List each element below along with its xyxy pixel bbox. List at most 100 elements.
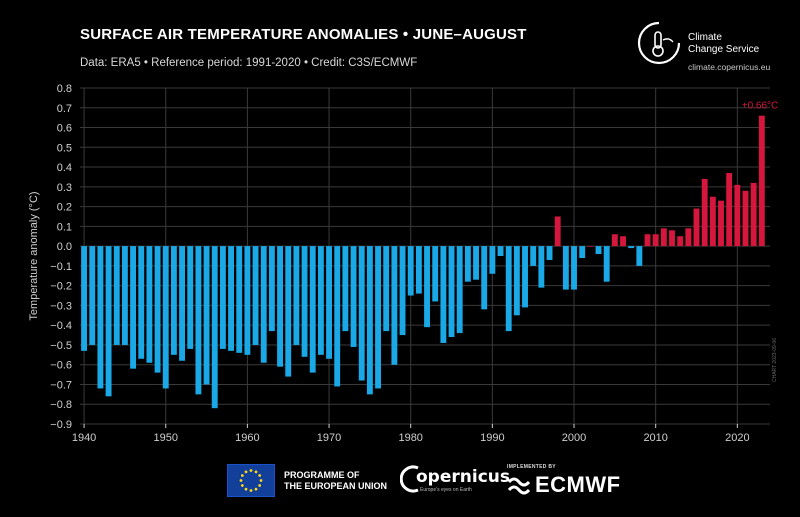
y-tick-label: −0.3 bbox=[50, 300, 72, 312]
bar-1988 bbox=[473, 246, 479, 280]
copernicus-wordmark: opernicus bbox=[416, 467, 510, 487]
y-tick-label: 0.8 bbox=[57, 83, 72, 95]
bar-1968 bbox=[309, 246, 316, 373]
bar-1967 bbox=[301, 246, 308, 357]
bar-1971 bbox=[334, 246, 341, 387]
bar-1972 bbox=[342, 246, 349, 332]
eu-star bbox=[259, 479, 263, 482]
x-tick-label: 1980 bbox=[398, 432, 422, 444]
y-tick-label: −0.1 bbox=[50, 261, 72, 273]
chart-bars bbox=[81, 115, 765, 409]
bar-1952 bbox=[179, 246, 186, 361]
y-tick-label: 0.6 bbox=[57, 123, 72, 135]
bar-1995 bbox=[530, 246, 537, 266]
bar-2017 bbox=[709, 196, 716, 247]
bar-2015 bbox=[693, 208, 700, 247]
bar-2023 bbox=[758, 115, 765, 247]
bar-1969 bbox=[317, 246, 324, 355]
bar-1992 bbox=[505, 246, 512, 332]
copernicus-c-icon bbox=[400, 465, 419, 493]
x-tick-label: 1960 bbox=[235, 432, 259, 444]
y-tick-label: 0.2 bbox=[57, 202, 72, 214]
y-tick-label: 0.1 bbox=[57, 221, 72, 233]
c3s-name-line1: Climate bbox=[688, 32, 722, 43]
bar-1980 bbox=[407, 246, 414, 296]
bar-1957 bbox=[219, 246, 226, 349]
y-tick-label: 0.0 bbox=[57, 241, 72, 253]
bar-1978 bbox=[391, 246, 398, 365]
bar-1986 bbox=[456, 246, 463, 334]
bar-1955 bbox=[203, 246, 210, 385]
x-tick-label: 1990 bbox=[480, 432, 504, 444]
bar-1942 bbox=[97, 246, 104, 389]
chart-title: SURFACE AIR TEMPERATURE ANOMALIES • JUNE… bbox=[80, 26, 527, 43]
eu-star bbox=[258, 474, 262, 477]
y-tick-label: 0.4 bbox=[57, 162, 72, 174]
ecmwf-wordmark: ECMWF bbox=[535, 472, 621, 497]
bar-2003 bbox=[595, 246, 602, 255]
copernicus-tagline: Europe's eyes on Earth bbox=[420, 487, 472, 493]
x-tick-label: 1940 bbox=[72, 432, 96, 444]
bar-2000 bbox=[571, 246, 577, 290]
bar-2006 bbox=[620, 236, 626, 247]
bar-2014 bbox=[685, 228, 692, 247]
bar-1974 bbox=[358, 246, 365, 381]
bar-1996 bbox=[538, 246, 545, 288]
x-axis-ticks: 1940 1950 1960 1970 1980 1990 2000 2010 2020 bbox=[72, 424, 750, 444]
bar-2013 bbox=[677, 236, 684, 247]
bar-2012 bbox=[669, 230, 675, 247]
eu-star bbox=[254, 470, 258, 474]
bar-2004 bbox=[603, 246, 610, 282]
y-tick-label: 0.7 bbox=[57, 103, 72, 115]
y-tick-label: −0.7 bbox=[50, 379, 72, 391]
x-tick-label: 1970 bbox=[317, 432, 341, 444]
bar-1959 bbox=[236, 246, 243, 353]
eu-programme-text: PROGRAMME OF THE EUROPEAN UNION bbox=[284, 470, 387, 492]
eu-star bbox=[244, 487, 248, 491]
c3s-thermometer-icon bbox=[637, 21, 681, 65]
bar-1989 bbox=[481, 246, 488, 310]
ecmwf-logo[interactable]: ECMWF bbox=[505, 472, 635, 498]
latest-value-annotation: +0.66°C bbox=[742, 101, 779, 112]
ecmwf-swirl-icon bbox=[507, 477, 531, 495]
bar-1941 bbox=[89, 246, 96, 345]
bar-1976 bbox=[375, 246, 381, 389]
y-tick-label: 0.5 bbox=[57, 142, 72, 154]
bar-1964 bbox=[277, 246, 283, 367]
bar-1940 bbox=[81, 246, 88, 351]
eu-star bbox=[240, 474, 244, 477]
bar-1977 bbox=[383, 246, 390, 332]
eu-star bbox=[249, 489, 253, 492]
c3s-url[interactable]: climate.copernicus.eu bbox=[688, 62, 771, 72]
copernicus-logo[interactable]: opernicus Europe's eyes on Earth bbox=[400, 460, 510, 500]
bar-1943 bbox=[105, 246, 112, 397]
bar-1954 bbox=[195, 246, 202, 395]
bar-1960 bbox=[244, 246, 251, 355]
bar-1999 bbox=[562, 246, 569, 290]
bar-2001 bbox=[579, 246, 586, 258]
bar-1997 bbox=[546, 246, 553, 260]
bar-2008 bbox=[636, 246, 643, 266]
bar-2011 bbox=[660, 228, 667, 247]
bar-1985 bbox=[448, 246, 455, 338]
bar-2022 bbox=[750, 182, 757, 247]
implemented-by-label: IMPLEMENTED BY bbox=[507, 464, 556, 470]
eu-star bbox=[239, 479, 243, 482]
bar-1963 bbox=[268, 246, 275, 332]
bar-1991 bbox=[497, 246, 504, 256]
bar-1993 bbox=[513, 246, 520, 316]
bar-1994 bbox=[522, 246, 528, 308]
y-tick-label: −0.5 bbox=[50, 340, 72, 352]
bar-1970 bbox=[326, 246, 332, 359]
eu-star bbox=[249, 469, 253, 472]
eu-line1: PROGRAMME OF bbox=[284, 470, 360, 480]
bar-2018 bbox=[718, 200, 724, 247]
x-tick-label: 2010 bbox=[643, 432, 667, 444]
bar-1948 bbox=[146, 246, 153, 363]
bar-1990 bbox=[489, 246, 496, 274]
footer-logos: PROGRAMME OF THE EUROPEAN UNION opernicu… bbox=[0, 458, 800, 510]
c3s-logo[interactable]: Climate Change Service climate.copernicu… bbox=[636, 20, 786, 76]
bar-1962 bbox=[260, 246, 267, 363]
bar-1983 bbox=[432, 246, 439, 302]
bar-1965 bbox=[285, 246, 292, 377]
